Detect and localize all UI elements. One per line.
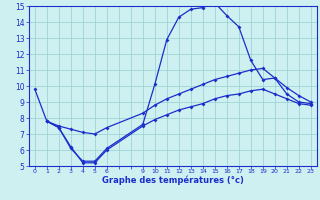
X-axis label: Graphe des températures (°c): Graphe des températures (°c) [102,176,244,185]
